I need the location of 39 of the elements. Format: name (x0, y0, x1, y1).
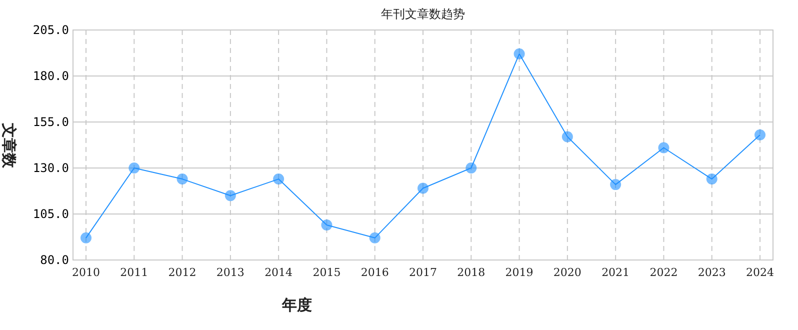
x-tick-label: 2010 (72, 266, 100, 279)
point (418, 182, 428, 194)
x-tick-label: 2021 (602, 266, 630, 279)
x-tick-label: 2016 (360, 266, 389, 279)
y-tick-label: 80.0 (40, 253, 69, 267)
y-tick-label: 180.0 (32, 69, 69, 83)
point (514, 48, 525, 60)
point (128, 162, 140, 174)
y-tick-label: 105.0 (32, 207, 69, 221)
x-axis-title: 年度 (281, 296, 312, 314)
point (80, 232, 92, 244)
y-axis-title: 文章数 (0, 122, 18, 169)
y-tick-label: 155.0 (32, 115, 69, 129)
point (273, 174, 284, 185)
x-tick-label: 2017 (409, 266, 437, 279)
point (224, 190, 236, 202)
y-tick-label: 130.0 (32, 161, 69, 175)
point (706, 174, 718, 185)
y-tick-label: 205.0 (32, 23, 69, 37)
x-tick-label: 2012 (168, 266, 196, 279)
x-tick-label: 2015 (312, 266, 341, 279)
point (321, 220, 332, 231)
point (176, 174, 188, 185)
x-tick-label: 2020 (553, 266, 582, 279)
point (658, 142, 670, 154)
x-tick-label: 2014 (264, 266, 293, 279)
point (610, 179, 622, 190)
x-tick-label: 2023 (698, 266, 726, 279)
x-tick-label: 2013 (216, 266, 244, 279)
x-tick-label: 2011 (120, 266, 148, 279)
chart-title: 年刊文章数趋势 (381, 7, 465, 21)
x-tick-label: 2019 (505, 266, 534, 279)
x-tick-label: 2024 (746, 266, 774, 279)
point (562, 131, 573, 142)
point (369, 232, 380, 244)
x-tick-label: 2022 (650, 266, 678, 279)
point (466, 162, 477, 174)
point (754, 129, 766, 140)
x-tick-label: 2018 (457, 266, 486, 279)
